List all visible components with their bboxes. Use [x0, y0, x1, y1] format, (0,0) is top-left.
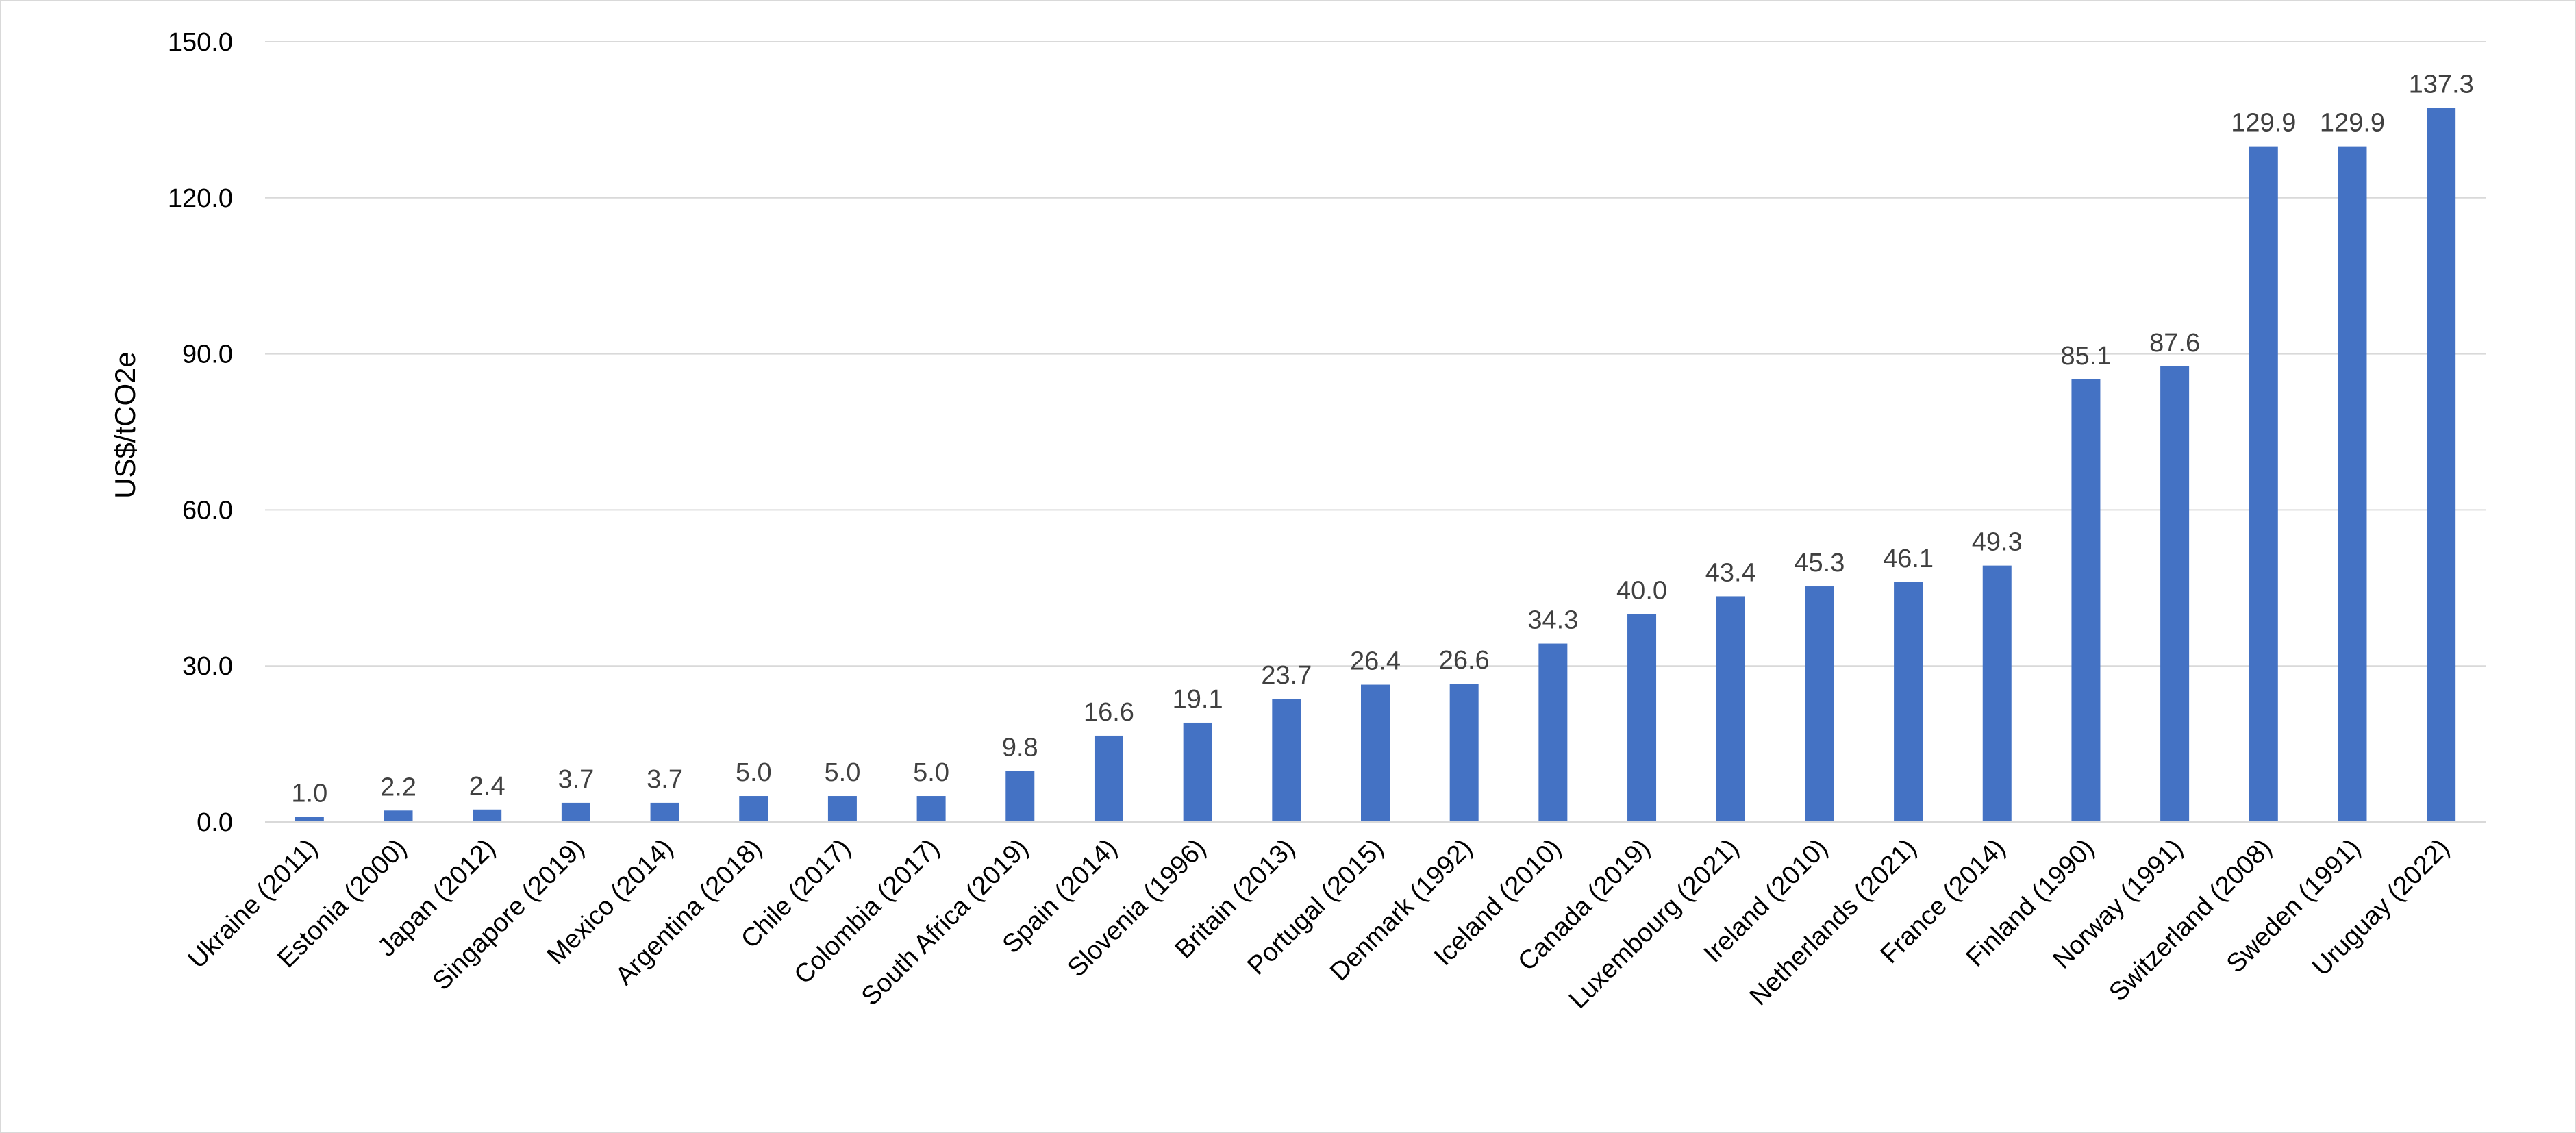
data-label: 3.7	[647, 765, 683, 794]
data-label: 19.1	[1173, 685, 1223, 714]
category-label: Netherlands (2021)	[1745, 834, 1923, 1012]
data-label: 49.3	[1972, 528, 2023, 557]
bar	[650, 802, 679, 822]
y-tick-label: 60.0	[182, 496, 233, 525]
data-label: 5.0	[736, 758, 772, 787]
data-label: 5.0	[913, 758, 949, 787]
bar	[2338, 146, 2367, 823]
y-tick-label: 90.0	[182, 340, 233, 369]
y-tick-label: 30.0	[182, 652, 233, 681]
category-label: Argentina (2018)	[610, 834, 768, 991]
data-label: 3.7	[558, 765, 594, 794]
data-label: 26.6	[1439, 646, 1490, 675]
data-label: 5.0	[825, 758, 861, 787]
bar	[2071, 379, 2101, 822]
bars	[295, 108, 2456, 823]
bar	[1805, 586, 1834, 822]
data-label: 23.7	[1261, 661, 1312, 690]
data-label: 9.8	[1002, 734, 1038, 762]
bar	[1894, 582, 1923, 822]
data-label: 45.3	[1794, 549, 1845, 577]
bar	[2160, 366, 2190, 822]
bar	[2249, 146, 2278, 823]
bar	[561, 802, 590, 822]
data-label: 1.0	[291, 779, 327, 808]
bar	[384, 810, 413, 822]
bar	[1538, 643, 1568, 822]
y-tick-label: 150.0	[168, 28, 233, 57]
bar	[1982, 565, 2012, 822]
gridlines	[265, 41, 2486, 667]
category-label: Luxembourg (2021)	[1564, 834, 1745, 1014]
y-tick-label: 0.0	[197, 808, 233, 837]
data-label: 129.9	[2231, 109, 2296, 138]
bar	[1272, 699, 1301, 822]
data-label: 129.9	[2320, 109, 2385, 138]
bar	[2427, 108, 2456, 823]
bar	[1716, 596, 1745, 822]
bar	[1361, 684, 1390, 822]
data-label: 34.3	[1527, 606, 1578, 635]
data-label: 2.4	[469, 772, 505, 801]
data-label: 85.1	[2060, 342, 2111, 371]
category-label: Switzerland (2008)	[2103, 834, 2277, 1008]
bar	[1094, 735, 1123, 822]
bar	[295, 817, 324, 822]
data-label: 46.1	[1883, 545, 1934, 573]
y-axis-title: US$/tCO2e	[109, 351, 141, 499]
data-label: 2.2	[380, 773, 416, 801]
category-labels: Ukraine (2011)Estonia (2000)Japan (2012)…	[183, 834, 2455, 1014]
data-label: 43.4	[1705, 558, 1756, 587]
data-label: 87.6	[2149, 329, 2200, 358]
bar	[1005, 771, 1035, 822]
bar	[827, 796, 857, 822]
bar	[1183, 722, 1212, 822]
data-label: 137.3	[2409, 70, 2474, 99]
data-label: 40.0	[1616, 576, 1667, 605]
y-axis-ticks: 0.0 30.0 60.0 90.0 120.0 150.0	[168, 28, 233, 837]
bar	[473, 809, 502, 822]
data-label: 16.6	[1084, 698, 1134, 727]
bar	[1449, 684, 1479, 822]
bar	[739, 796, 768, 822]
category-label: Singapore (2019)	[427, 834, 590, 996]
y-tick-label: 120.0	[168, 184, 233, 213]
bar	[1627, 614, 1657, 822]
data-labels: 1.0 2.2 2.4 3.7 3.7 5.0 5.0 5.0 9.8 16.6 19.1 23.7 2…	[291, 70, 2473, 808]
data-label: 26.4	[1350, 647, 1401, 676]
category-label: South Africa (2019)	[856, 834, 1034, 1012]
bar	[916, 796, 946, 822]
